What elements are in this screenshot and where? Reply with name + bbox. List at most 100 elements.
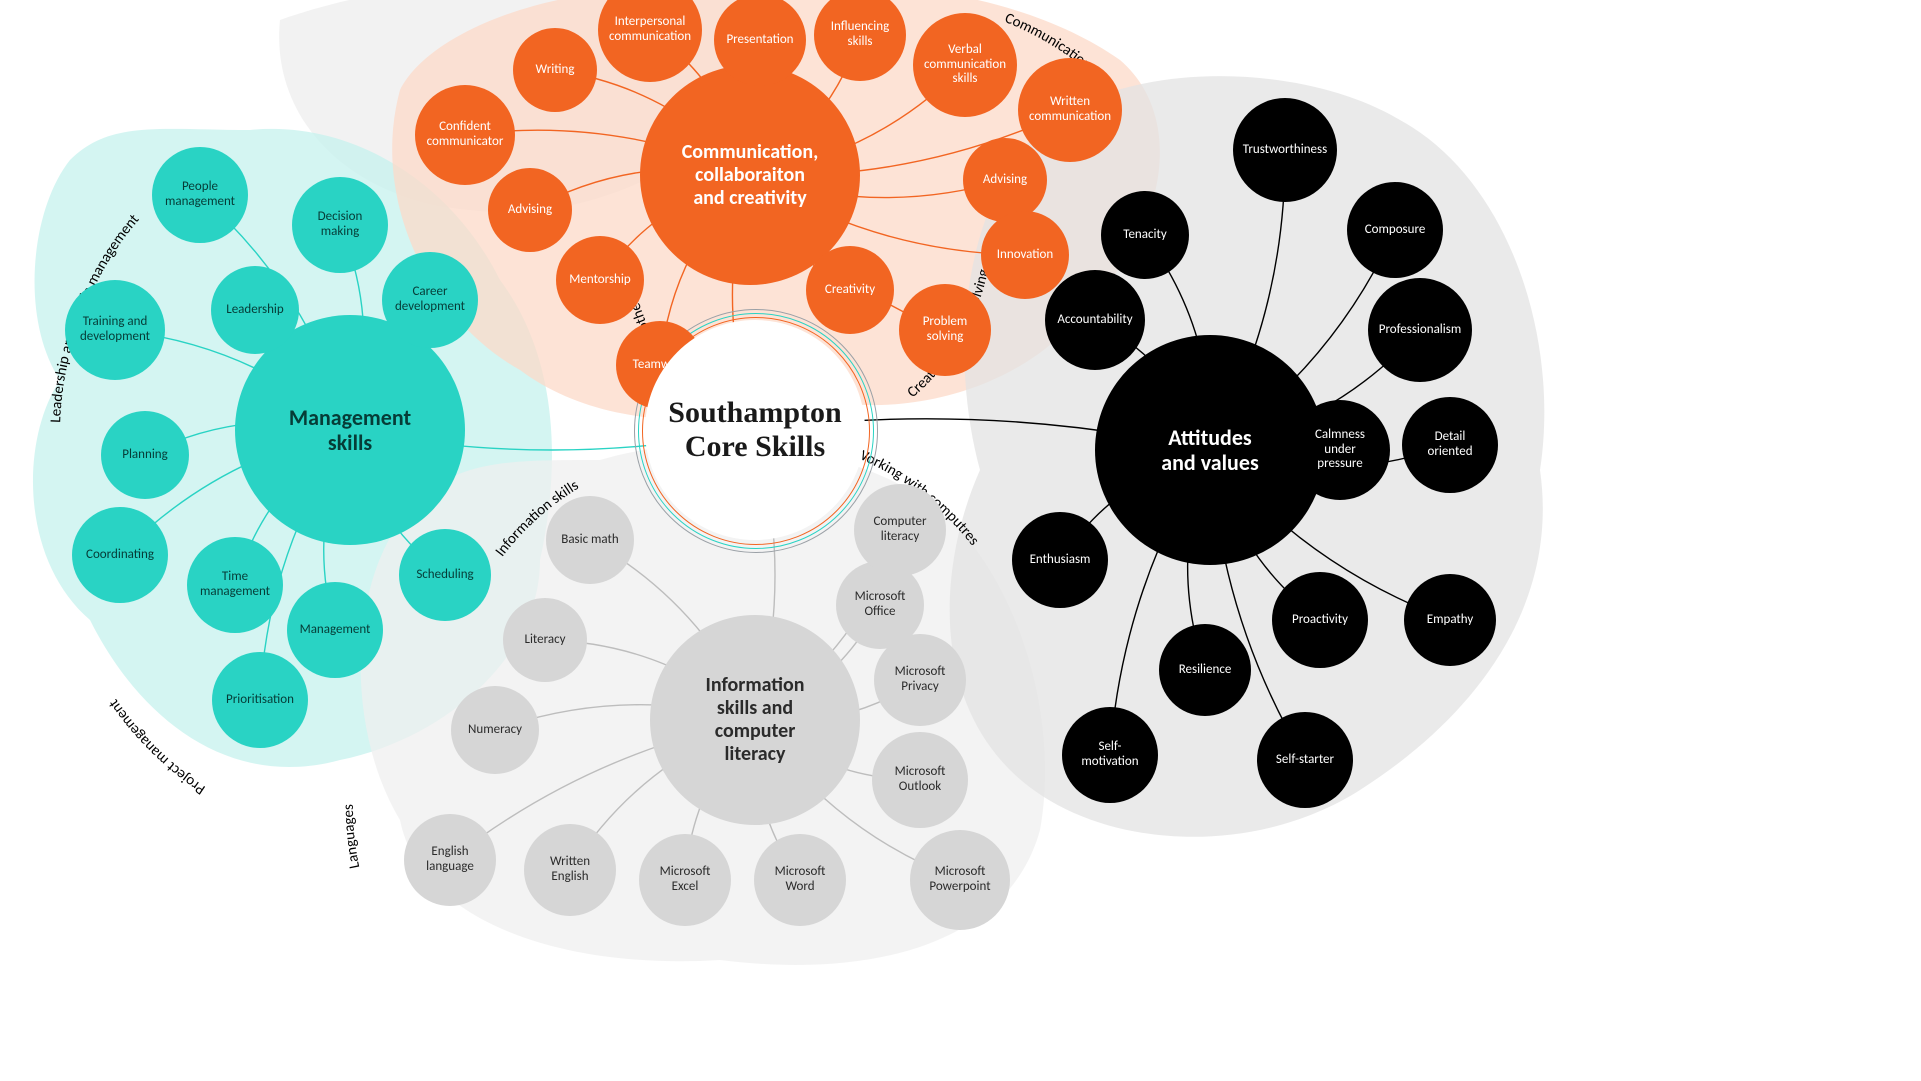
node-comm-0: Confidentcommunicator (415, 85, 515, 185)
node-att-8: Proactivity (1272, 572, 1368, 668)
hub-info-label: Informationskills andcomputerliteracy (656, 674, 854, 766)
node-comm-1-label: Writing (519, 63, 591, 78)
node-att-11: Self-motivation (1062, 707, 1158, 803)
node-att-7: Enthusiasm (1012, 512, 1108, 608)
node-info-1-label: Literacy (509, 633, 581, 648)
node-att-11-label: Self-motivation (1068, 740, 1152, 770)
node-att-12: Self-starter (1257, 712, 1353, 808)
node-att-4-label: Professionalism (1374, 323, 1466, 338)
hub-comm-label: Communication,collaboraitonand creativit… (646, 141, 854, 210)
node-att-6-label: Detailoriented (1408, 430, 1492, 460)
node-info-5-label: MicrosoftExcel (645, 865, 725, 895)
node-mgmt-0-label: Peoplemanagement (158, 180, 242, 210)
node-comm-6-label: Writtencommunication (1024, 95, 1116, 125)
node-info-3: Englishlanguage (404, 814, 496, 906)
node-comm-7-label: Advising (969, 173, 1041, 188)
node-info-5: MicrosoftExcel (639, 834, 731, 926)
node-att-4: Professionalism (1368, 278, 1472, 382)
node-att-9: Empathy (1404, 574, 1496, 666)
node-comm-5: Verbalcommunicationskills (913, 13, 1017, 117)
node-info-11: Computerliteracy (854, 484, 946, 576)
node-mgmt-5: Planning (101, 411, 189, 499)
node-info-4: WrittenEnglish (524, 824, 616, 916)
node-mgmt-2: Training anddevelopment (65, 280, 165, 380)
node-info-10-label: MicrosoftOffice (842, 590, 918, 620)
node-mgmt-3: Leadership (211, 266, 299, 354)
node-mgmt-7: Timemanagement (187, 537, 283, 633)
node-info-8: MicrosoftOutlook (872, 732, 968, 828)
node-info-0-label: Basic math (552, 533, 628, 548)
center-node-label: SouthamptonCore Skills (651, 396, 859, 465)
node-att-10: Resilience (1159, 624, 1251, 716)
node-att-7-label: Enthusiasm (1018, 553, 1102, 568)
node-mgmt-3-label: Leadership (217, 303, 293, 318)
node-comm-12-label: Mentorship (562, 273, 638, 288)
node-info-0: Basic math (546, 496, 634, 584)
node-att-3-label: Accountability (1051, 313, 1139, 328)
node-mgmt-7-label: Timemanagement (193, 570, 277, 600)
node-comm-8: Innovation (981, 211, 1069, 299)
node-mgmt-9-label: Management (293, 623, 377, 638)
node-comm-5-label: Verbalcommunicationskills (919, 43, 1011, 88)
node-info-1: Literacy (503, 598, 587, 682)
node-info-3-label: Englishlanguage (410, 845, 490, 875)
node-att-1: Tenacity (1101, 191, 1189, 279)
svg-text:Languages: Languages (340, 804, 364, 870)
node-att-0-label: Trustworthiness (1239, 143, 1331, 158)
node-info-6: MicrosoftWord (754, 834, 846, 926)
node-mgmt-6: Coordinating (72, 507, 168, 603)
node-att-5-label: Calmnessunderpressure (1296, 428, 1384, 473)
node-info-8-label: MicrosoftOutlook (878, 765, 962, 795)
node-info-2: Numeracy (451, 686, 539, 774)
node-info-4-label: WrittenEnglish (530, 855, 610, 885)
node-att-10-label: Resilience (1165, 663, 1245, 678)
node-comm-4-label: Influencingskills (820, 20, 900, 50)
node-mgmt-8: Scheduling (399, 529, 491, 621)
node-mgmt-9: Management (287, 582, 383, 678)
node-mgmt-1: Decisionmaking (292, 177, 388, 273)
node-att-8-label: Proactivity (1278, 613, 1362, 628)
center-node: SouthamptonCore Skills (645, 320, 865, 540)
node-info-9-label: MicrosoftPrivacy (880, 665, 960, 695)
node-info-6-label: MicrosoftWord (760, 865, 840, 895)
node-comm-10: Creativity (806, 246, 894, 334)
node-mgmt-4-label: Careerdevelopment (388, 285, 472, 315)
node-comm-9-label: Problemsolving (905, 315, 985, 345)
node-att-0: Trustworthiness (1233, 98, 1337, 202)
node-att-3: Accountability (1045, 270, 1145, 370)
node-comm-13: Advising (488, 168, 572, 252)
node-att-9-label: Empathy (1410, 613, 1490, 628)
node-att-2: Composure (1347, 182, 1443, 278)
hub-att-label: Attitudesand values (1101, 425, 1319, 476)
node-mgmt-5-label: Planning (107, 448, 183, 463)
svg-text:Project management: Project management (105, 696, 209, 799)
hub-mgmt-label: Managementskills (241, 405, 459, 456)
node-mgmt-2-label: Training anddevelopment (71, 315, 159, 345)
node-comm-7: Advising (963, 138, 1047, 222)
node-comm-2: Interpersonalcommunication (598, 0, 702, 82)
hub-info: Informationskills andcomputerliteracy (650, 615, 860, 825)
node-comm-10-label: Creativity (812, 283, 888, 298)
node-comm-12: Mentorship (556, 236, 644, 324)
node-mgmt-10-label: Prioritisation (218, 693, 302, 708)
node-comm-8-label: Innovation (987, 248, 1063, 263)
node-info-7-label: MicrosoftPowerpoint (916, 865, 1004, 895)
node-mgmt-10: Prioritisation (212, 652, 308, 748)
node-mgmt-4: Careerdevelopment (382, 252, 478, 348)
node-att-1-label: Tenacity (1107, 228, 1183, 243)
node-comm-0-label: Confidentcommunicator (421, 120, 509, 150)
node-comm-3-label: Presentation (720, 33, 800, 48)
node-comm-13-label: Advising (494, 203, 566, 218)
node-info-2-label: Numeracy (457, 723, 533, 738)
node-info-7: MicrosoftPowerpoint (910, 830, 1010, 930)
diagram-canvas: Leadership and people managementProject … (0, 0, 1921, 1081)
node-att-6: Detailoriented (1402, 397, 1498, 493)
node-comm-4: Influencingskills (814, 0, 906, 81)
node-mgmt-6-label: Coordinating (78, 548, 162, 563)
node-mgmt-1-label: Decisionmaking (298, 210, 382, 240)
node-att-12-label: Self-starter (1263, 753, 1347, 768)
node-comm-6: Writtencommunication (1018, 58, 1122, 162)
node-mgmt-0: Peoplemanagement (152, 147, 248, 243)
node-comm-9: Problemsolving (899, 284, 991, 376)
node-att-5: Calmnessunderpressure (1290, 400, 1390, 500)
